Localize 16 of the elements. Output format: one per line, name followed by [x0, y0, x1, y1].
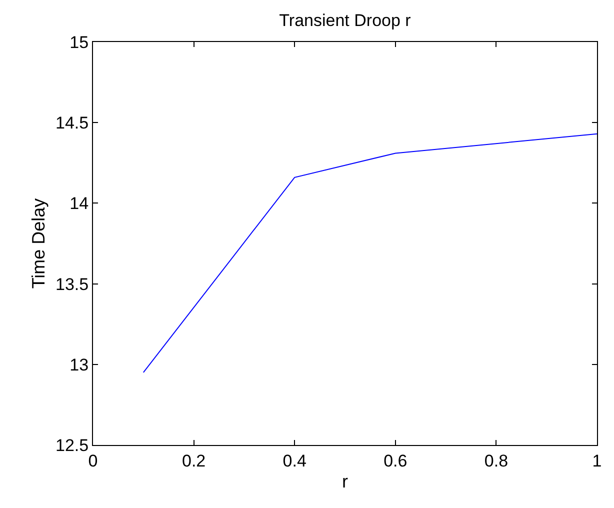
x-tick-label: 0.6 [384, 451, 408, 470]
x-tick-label: 1 [592, 451, 602, 470]
y-tick-label: 13 [70, 355, 89, 374]
x-tick-label: 0.8 [484, 451, 508, 470]
y-tick-label: 14 [70, 194, 89, 214]
x-axis-title: r [342, 472, 348, 492]
y-tick-label: 13.5 [56, 274, 89, 294]
y-axis-title: Time Delay [28, 198, 49, 289]
x-tick-label: 0.4 [282, 451, 306, 470]
y-tick-label: 14.5 [56, 114, 89, 133]
x-tick-label: 0.2 [182, 451, 206, 470]
line-series [142, 133, 597, 373]
y-tick-label: 15 [70, 32, 89, 52]
chart-title: Transient Droop r [279, 10, 412, 30]
x-tick-label: 0 [88, 451, 98, 470]
y-tick-label: 12.5 [56, 436, 89, 455]
